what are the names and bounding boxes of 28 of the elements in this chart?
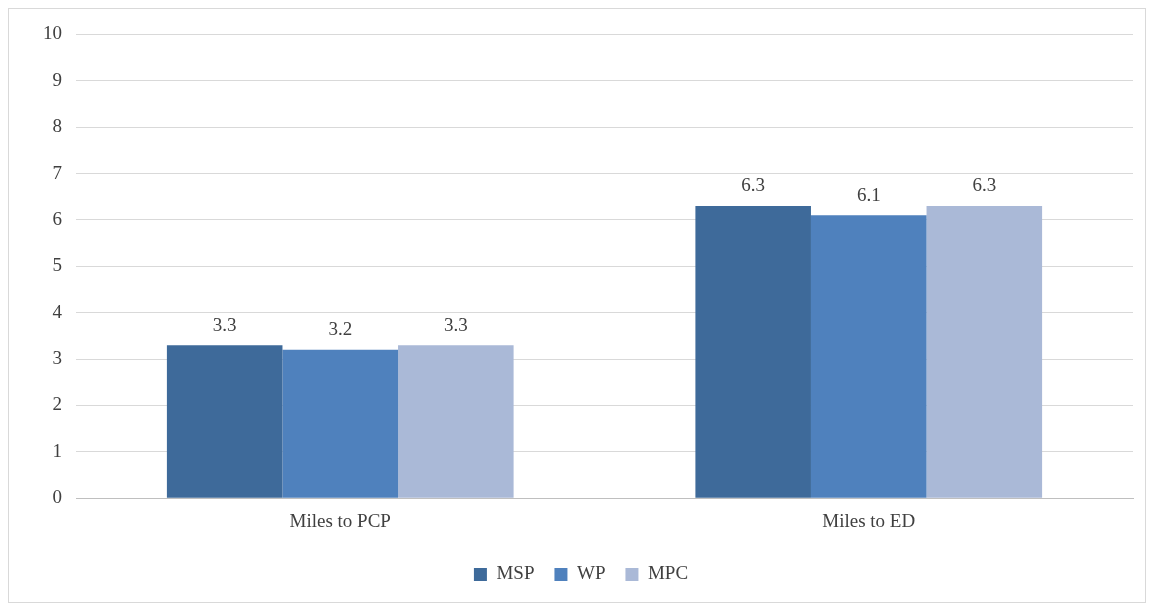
data-label: 3.2: [328, 318, 353, 340]
x-tick-label: Miles to PCP: [289, 509, 391, 531]
data-label: 6.3: [741, 174, 766, 196]
x-tick-label: Miles to ED: [822, 509, 916, 531]
y-tick-label: 10: [43, 22, 62, 44]
bar: [398, 345, 514, 498]
data-label: 6.3: [972, 174, 997, 196]
legend-label: WP: [576, 562, 606, 584]
y-tick-label: 1: [52, 439, 62, 461]
data-label: 3.3: [212, 313, 237, 335]
data-label: 6.1: [856, 183, 881, 205]
bar: [695, 206, 811, 498]
y-tick-label: 8: [52, 115, 62, 137]
bar: [282, 349, 399, 498]
y-tick-label: 9: [52, 68, 62, 90]
y-tick-label: 5: [52, 254, 62, 276]
legend-label: MPC: [647, 562, 689, 584]
bar: [810, 215, 927, 498]
y-tick-label: 6: [52, 207, 62, 229]
y-tick-label: 4: [52, 300, 63, 322]
legend-label: MSP: [496, 562, 535, 584]
y-tick-label: 2: [52, 393, 62, 415]
bar: [926, 206, 1043, 498]
data-label: 3.3: [443, 313, 468, 335]
y-tick-label: 3: [52, 347, 62, 369]
bar: [166, 345, 283, 498]
y-tick-label: 0: [52, 486, 62, 508]
y-tick-label: 7: [52, 161, 62, 183]
